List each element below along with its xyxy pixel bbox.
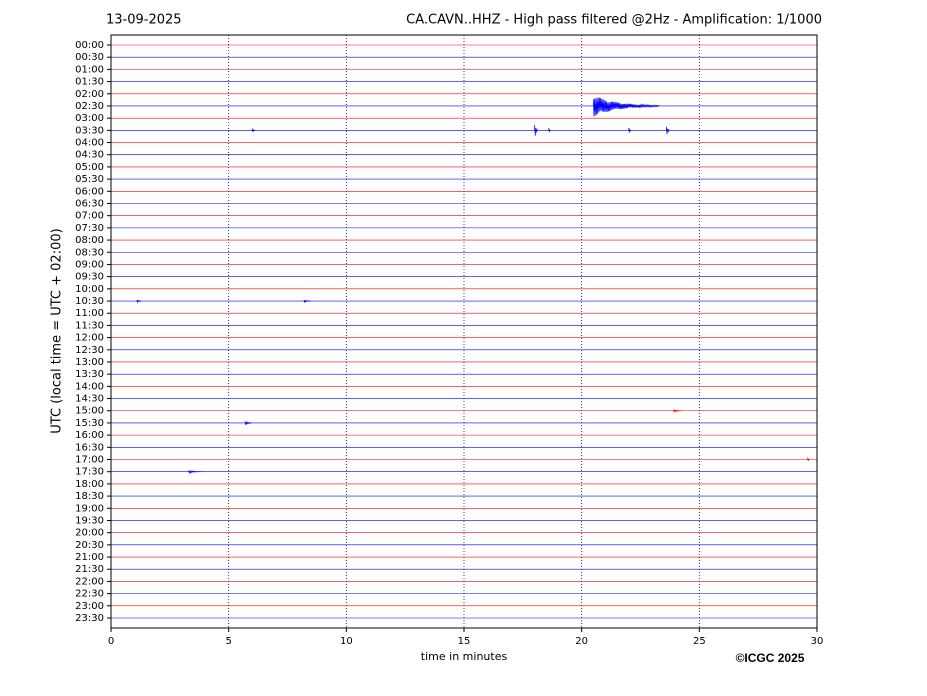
x-tick-label: 15 [458, 636, 471, 647]
plot-frame [110, 34, 818, 629]
y-axis-label: UTC (local time = UTC + 02:00) [50, 228, 65, 433]
seismic-event [673, 408, 683, 414]
y-tick-label: 07:30 [75, 223, 104, 234]
y-tick-label: 18:30 [75, 491, 104, 502]
seismic-event [666, 126, 670, 135]
y-tick-label: 08:00 [75, 235, 104, 246]
y-tick-label: 21:00 [75, 552, 104, 563]
y-tick-label: 13:00 [75, 357, 104, 368]
y-tick-label: 05:30 [75, 174, 104, 185]
y-tick-label: 15:00 [75, 406, 104, 417]
y-tick-label: 12:30 [75, 345, 104, 356]
y-tick-label: 23:00 [75, 601, 104, 612]
y-tick-label: 19:30 [75, 515, 104, 526]
y-tick-label: 20:00 [75, 528, 104, 539]
x-axis-label: time in minutes [421, 650, 508, 663]
y-tick-label: 20:30 [75, 540, 104, 551]
y-tick-label: 01:00 [75, 64, 104, 75]
y-tick-label: 16:30 [75, 442, 104, 453]
seismic-event [807, 457, 810, 462]
y-tick-label: 02:30 [75, 101, 104, 112]
seismic-event [628, 127, 632, 133]
y-tick-label: 15:30 [75, 418, 104, 429]
y-tick-label: 13:30 [75, 369, 104, 380]
y-tick-label: 09:00 [75, 259, 104, 270]
y-tick-label: 01:30 [75, 77, 104, 88]
y-tick-label: 02:00 [75, 89, 104, 100]
y-tick-label: 06:00 [75, 186, 104, 197]
y-tick-label: 21:30 [75, 564, 104, 575]
y-tick-label: 09:30 [75, 272, 104, 283]
x-tick-label: 10 [340, 636, 353, 647]
x-tick-label: 0 [108, 636, 114, 647]
y-tick-label: 11:00 [75, 308, 104, 319]
seismic-event [136, 299, 142, 304]
y-tick-label: 14:00 [75, 381, 104, 392]
y-tick-label: 10:00 [75, 284, 104, 295]
seismic-event [534, 124, 538, 136]
y-tick-label: 23:30 [75, 613, 104, 624]
y-tick-label: 22:30 [75, 589, 104, 600]
x-tick-label: 25 [693, 636, 706, 647]
x-tick-label: 30 [811, 636, 824, 647]
y-tick-label: 04:00 [75, 138, 104, 149]
y-tick-label: 17:00 [75, 455, 104, 466]
y-tick-label: 03:30 [75, 125, 104, 136]
y-tick-label: 18:00 [75, 479, 104, 490]
seismic-event [244, 421, 252, 426]
y-tick-label: 17:30 [75, 467, 104, 478]
y-tick-label: 04:30 [75, 150, 104, 161]
y-tick-label: 00:30 [75, 52, 104, 63]
y-tick-label: 05:00 [75, 162, 104, 173]
seismic-event [593, 97, 660, 117]
x-tick-label: 20 [575, 636, 588, 647]
seismic-event [188, 469, 203, 475]
y-tick-label: 07:00 [75, 211, 104, 222]
y-tick-label: 22:00 [75, 576, 104, 587]
y-tick-label: 16:00 [75, 430, 104, 441]
x-tick-label: 5 [225, 636, 231, 647]
y-tick-label: 10:30 [75, 296, 104, 307]
date: 13-09-2025 [106, 13, 182, 28]
copyright: ©ICGC 2025 [736, 651, 805, 665]
seismic-event [251, 128, 255, 132]
y-tick-label: 03:00 [75, 113, 104, 124]
seismic-event [548, 128, 551, 133]
y-tick-label: 06:30 [75, 198, 104, 209]
y-tick-label: 12:00 [75, 333, 104, 344]
y-tick-label: 19:00 [75, 503, 104, 514]
y-tick-label: 14:30 [75, 394, 104, 405]
seismic-event [303, 299, 311, 304]
y-tick-label: 11:30 [75, 320, 104, 331]
chart-title: CA.CAVN..HHZ - High pass filtered @2Hz -… [406, 13, 822, 28]
y-tick-label: 00:00 [75, 40, 104, 51]
y-tick-label: 08:30 [75, 247, 104, 258]
